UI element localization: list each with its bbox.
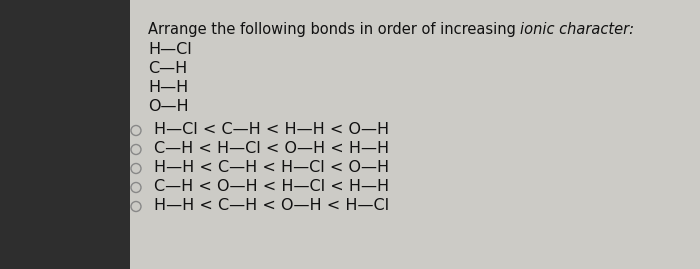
Circle shape bbox=[131, 201, 141, 211]
Text: Arrange the following bonds in order of increasing: Arrange the following bonds in order of … bbox=[148, 22, 521, 37]
Text: ionic character:: ionic character: bbox=[521, 22, 634, 37]
Text: H—Cl < C—H < H—H < O—H: H—Cl < C—H < H—H < O—H bbox=[154, 122, 389, 137]
Circle shape bbox=[131, 164, 141, 174]
Circle shape bbox=[131, 126, 141, 136]
Text: C—H < H—Cl < O—H < H—H: C—H < H—Cl < O—H < H—H bbox=[154, 141, 389, 156]
Text: C—H: C—H bbox=[148, 61, 188, 76]
Text: H—Cl: H—Cl bbox=[148, 42, 192, 57]
Text: H—H < C—H < H—Cl < O—H: H—H < C—H < H—Cl < O—H bbox=[154, 160, 389, 175]
Text: H—H < C—H < O—H < H—Cl: H—H < C—H < O—H < H—Cl bbox=[154, 198, 389, 213]
Text: O—H: O—H bbox=[148, 99, 188, 114]
Text: C—H < O—H < H—Cl < H—H: C—H < O—H < H—Cl < H—H bbox=[154, 179, 389, 194]
Circle shape bbox=[131, 144, 141, 154]
Text: H—H: H—H bbox=[148, 80, 188, 95]
Circle shape bbox=[131, 182, 141, 193]
